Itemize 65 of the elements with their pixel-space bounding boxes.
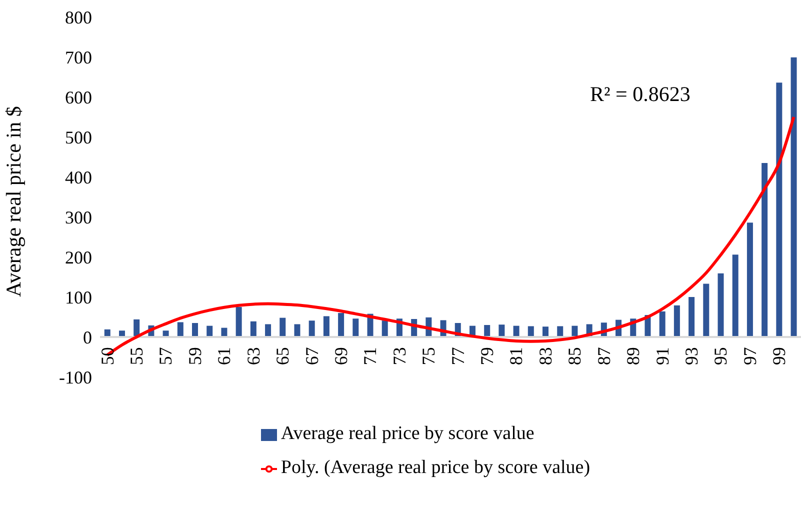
bar [352, 318, 359, 337]
bar [338, 313, 344, 337]
y-tick-label: 0 [83, 327, 92, 348]
bar [542, 326, 549, 337]
x-tick-label: 55 [126, 347, 147, 366]
x-tick-label: 81 [506, 347, 526, 366]
bar [776, 82, 782, 337]
x-tick-label: 77 [448, 347, 468, 366]
x-tick-label: 89 [623, 347, 644, 366]
bar [236, 307, 242, 337]
bar [732, 254, 738, 337]
bar [557, 326, 564, 337]
x-tick-label: 69 [330, 347, 351, 366]
legend-label: Average real price by score value [280, 423, 534, 444]
bar [265, 324, 272, 337]
x-tick-label: 91 [652, 347, 672, 366]
y-tick-label: 700 [65, 47, 92, 68]
bar [250, 321, 256, 337]
x-tick-label: 71 [360, 347, 380, 366]
x-tick-label: 93 [681, 347, 702, 366]
bar [294, 324, 300, 337]
y-tick-label: 400 [65, 167, 92, 188]
x-tick-label: 57 [156, 347, 176, 366]
x-tick-label: 73 [389, 347, 410, 366]
y-tick-label: 300 [65, 207, 92, 228]
bar [762, 163, 768, 337]
bar [659, 311, 666, 337]
bar [308, 320, 315, 337]
x-tick-label: 67 [302, 347, 322, 366]
bar [790, 57, 797, 337]
x-tick-label: 50 [97, 347, 118, 366]
y-tick-label: 100 [65, 287, 92, 308]
bar [382, 320, 388, 337]
bar [746, 222, 753, 337]
bar [177, 322, 184, 337]
bar [688, 297, 695, 337]
x-tick-label: 87 [594, 347, 614, 366]
bar [280, 318, 286, 337]
y-tick-label: 500 [65, 127, 92, 148]
x-tick-label: 63 [243, 347, 264, 366]
x-tick-label: 65 [272, 347, 293, 366]
bar [718, 273, 724, 337]
x-tick-label: 75 [418, 347, 439, 366]
y-tick-label: -100 [59, 367, 92, 388]
y-axis-title: Average real price in $ [1, 106, 26, 297]
annotation: R² = 0.8623 [590, 82, 690, 107]
bar [498, 324, 505, 337]
x-tick-label: 79 [477, 347, 498, 366]
y-tick-label: 600 [65, 87, 92, 108]
legend-label: Poly. (Average real price by score value) [280, 457, 590, 478]
y-tick-label: 200 [65, 247, 92, 268]
bar [484, 325, 490, 337]
x-tick-label: 85 [564, 347, 585, 366]
x-tick-label: 97 [740, 347, 760, 366]
y-tick-label: 800 [65, 7, 92, 28]
x-tick-label: 61 [214, 347, 234, 366]
x-tick-label: 59 [184, 347, 205, 366]
bar [674, 305, 680, 337]
x-tick-label: 99 [769, 347, 790, 366]
x-tick-label: 83 [535, 347, 556, 366]
bar [323, 316, 330, 337]
bar [528, 326, 534, 337]
bar [703, 284, 710, 337]
x-tick-label: 95 [710, 347, 731, 366]
bar [192, 323, 198, 337]
